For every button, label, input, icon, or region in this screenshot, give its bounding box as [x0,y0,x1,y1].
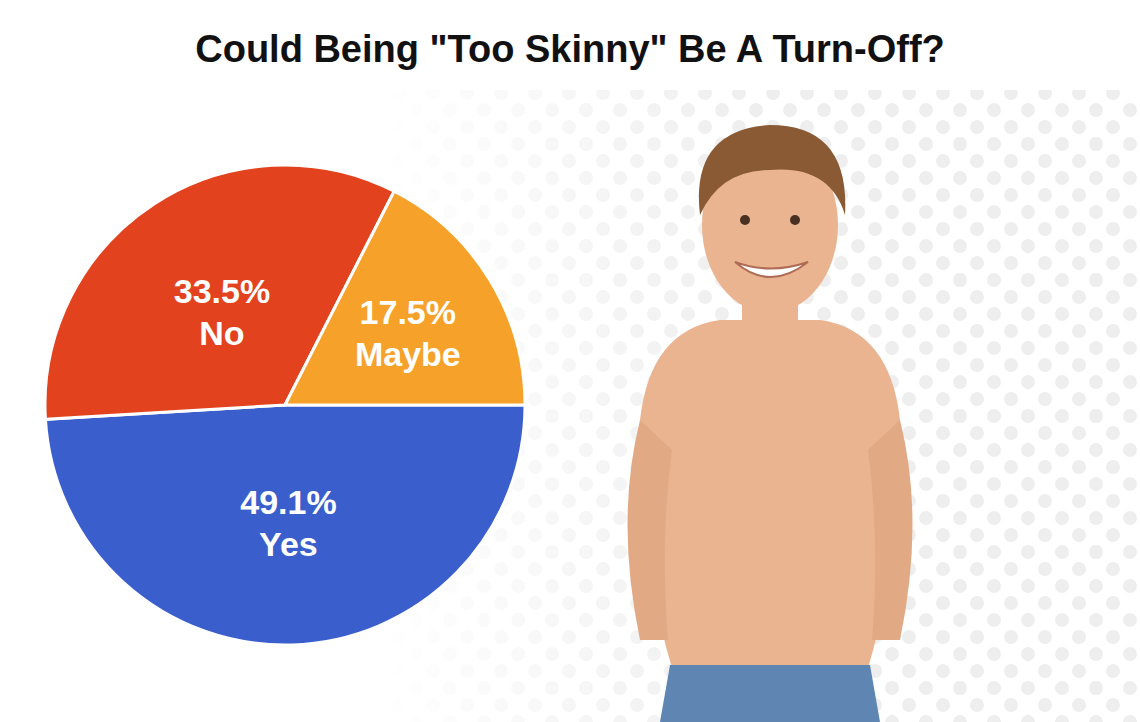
slice-value-label: 49.1% [240,483,336,521]
figure-eye [790,215,800,225]
slice-category-label: Yes [259,525,318,563]
figure-jeans [660,665,880,722]
pie-slice [285,191,525,405]
figure-eye [740,215,750,225]
chart-root: Could Being "Too Skinny" Be A Turn-Off? 4… [0,0,1140,722]
pie-labels: 49.1% Yes 33.5% No 17.5% Maybe [174,272,461,564]
figure-arm-right [868,420,913,640]
pie-slice [45,405,525,645]
slice-category-label: Maybe [355,335,461,373]
figure-hair [699,125,845,215]
pie [45,165,525,645]
chart-title: Could Being "Too Skinny" Be A Turn-Off? [195,28,945,70]
slice-value-label: 17.5% [360,293,456,331]
figure-arm-left [628,420,673,640]
background [0,0,1140,722]
slice-category-label: No [199,314,244,352]
figure-torso [640,320,900,690]
figure-illustration [628,125,913,722]
figure-smile [735,262,808,277]
slice-value-label: 33.5% [174,272,270,310]
